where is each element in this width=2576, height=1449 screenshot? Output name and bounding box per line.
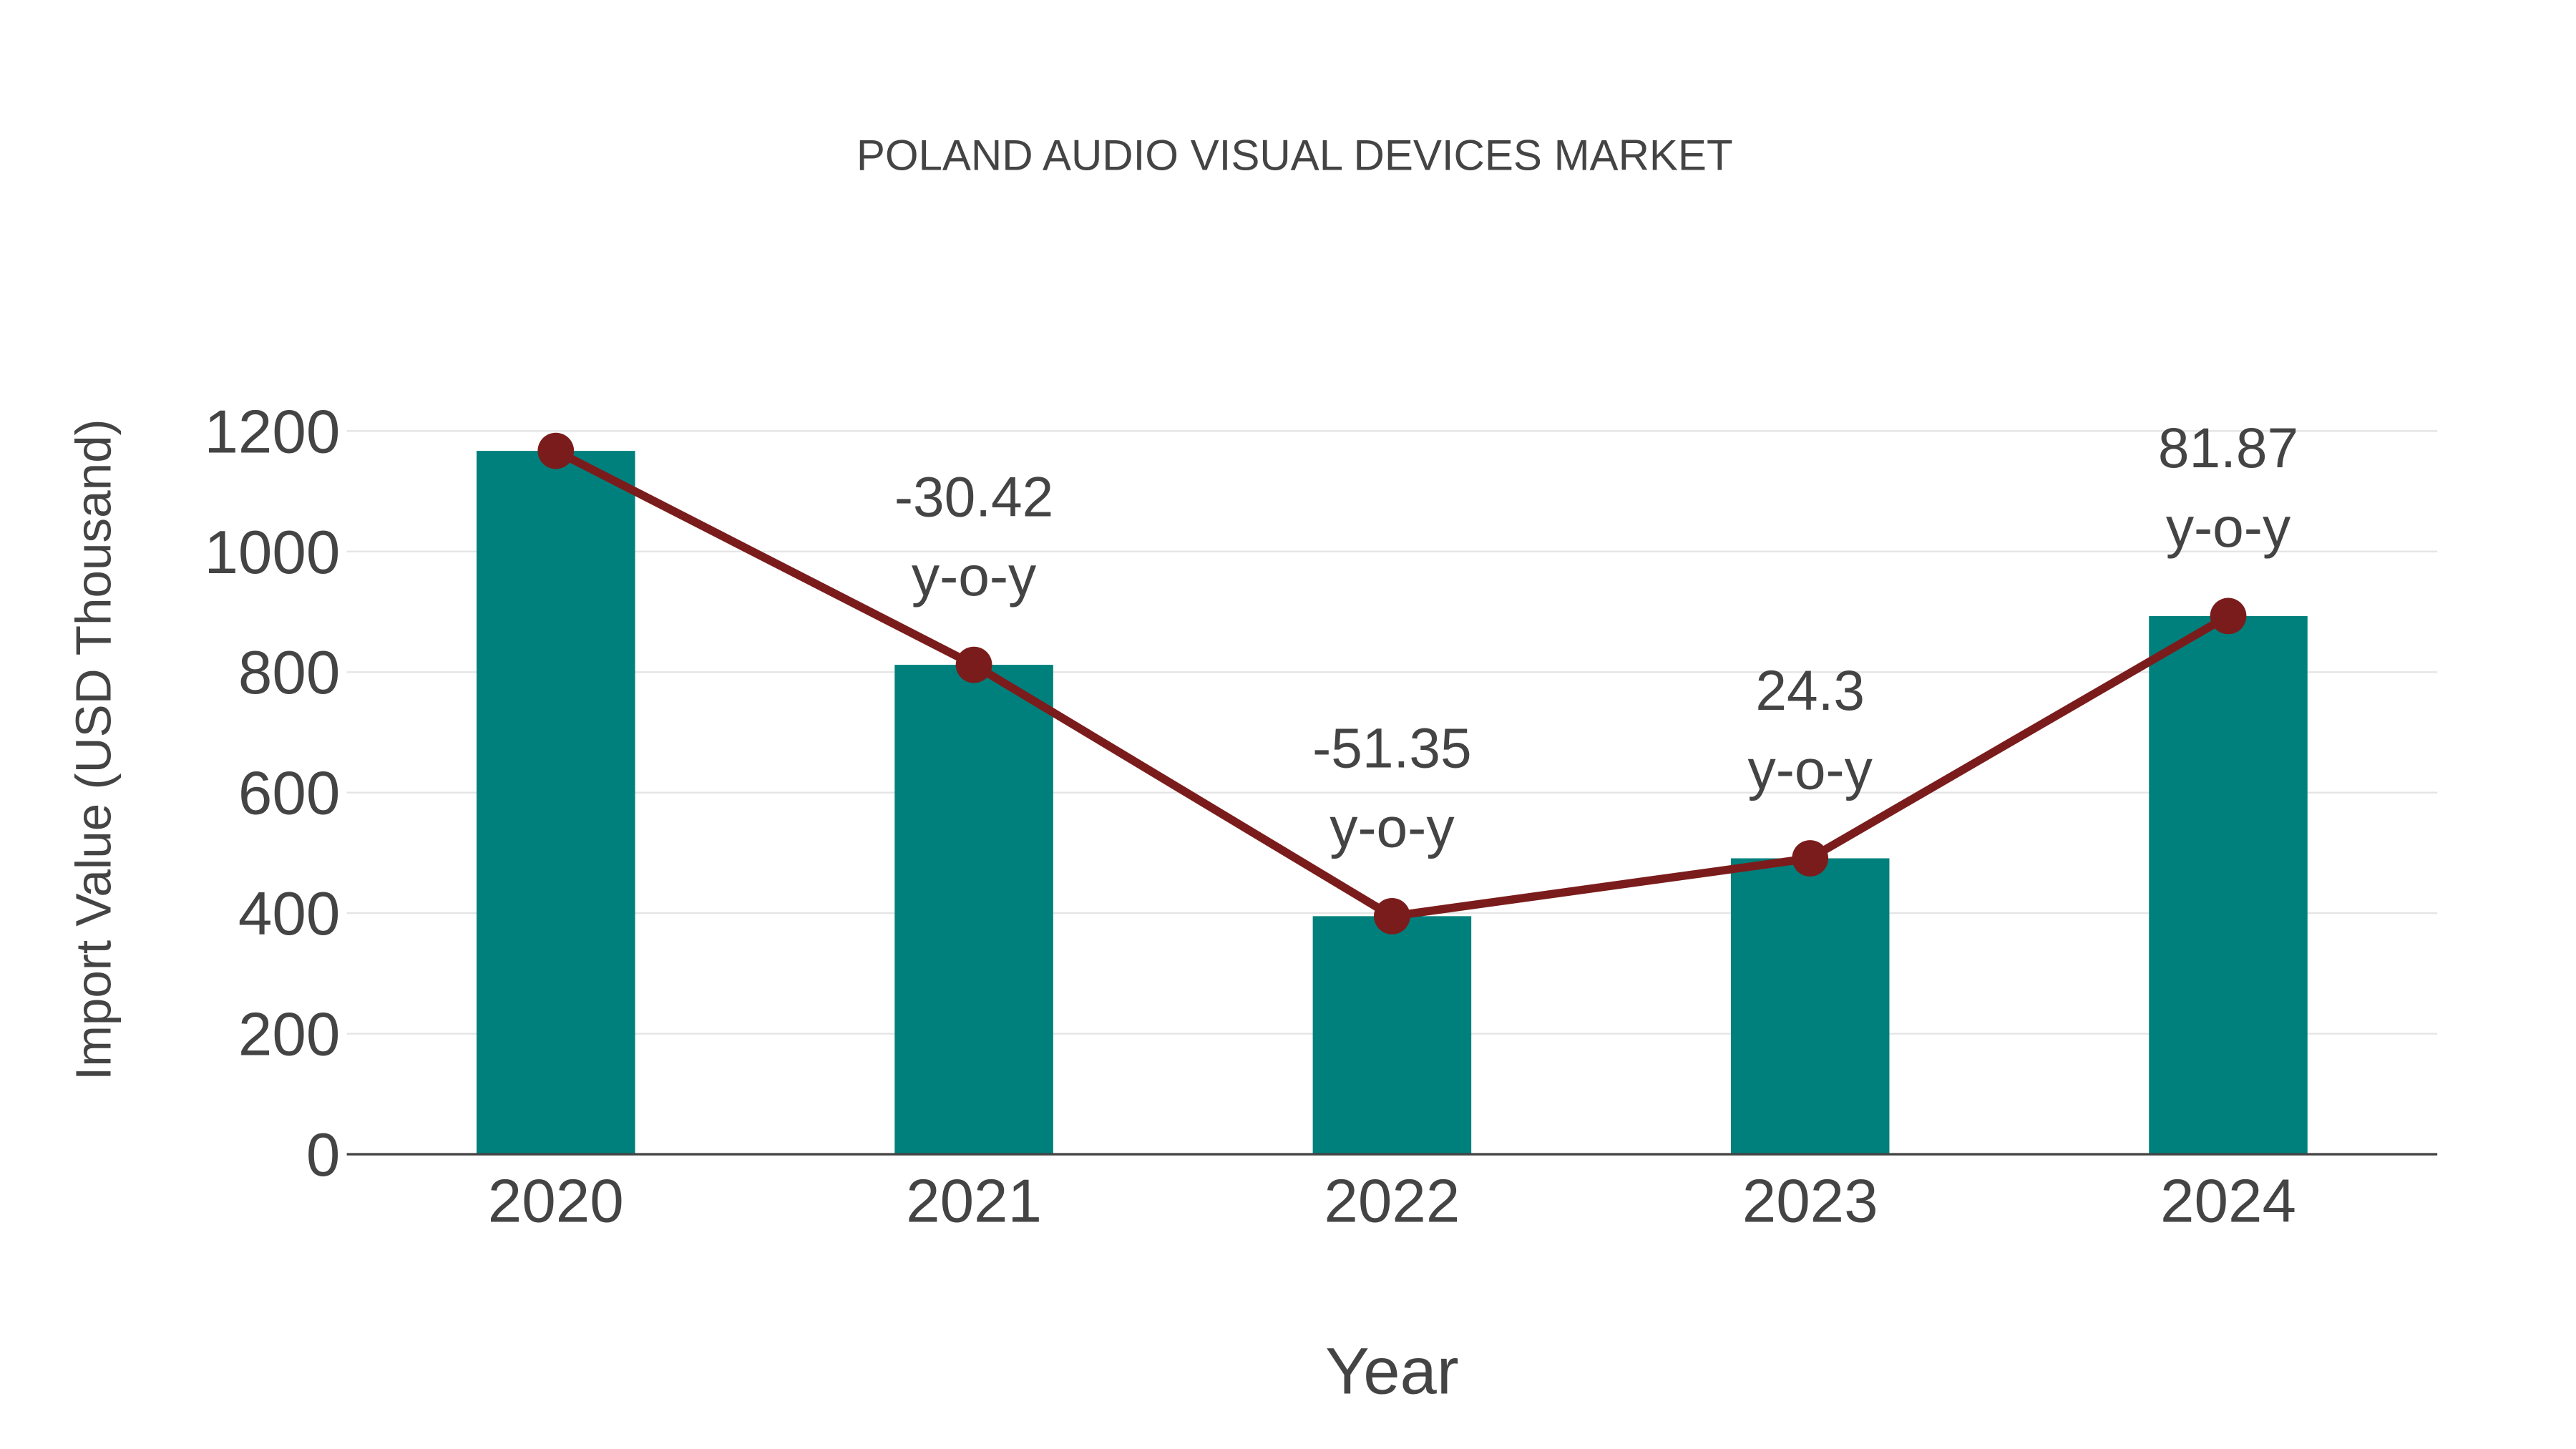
- bar-2023: [1730, 858, 1890, 1155]
- trend-point-2023: [1792, 840, 1829, 877]
- bar-2020: [477, 451, 635, 1155]
- y-tick-label: 1000: [204, 519, 340, 587]
- bars: [477, 451, 2308, 1155]
- x-tick-label: 2022: [1324, 1168, 1460, 1236]
- bar-2024: [2149, 615, 2308, 1155]
- y-tick-label: 200: [238, 1001, 340, 1069]
- yoy-suffix-label: y-o-y: [1330, 796, 1455, 859]
- trend-point-2022: [1374, 897, 1410, 935]
- yoy-value-label: 24.3: [1755, 659, 1865, 722]
- trend-point-2024: [2210, 597, 2247, 635]
- y-tick-label: 800: [238, 639, 340, 707]
- x-axis-label: Year: [1325, 1334, 1458, 1408]
- y-tick-label: 0: [306, 1121, 340, 1189]
- yoy-value-label: 81.87: [2158, 416, 2298, 479]
- annotations: -30.42 y-o-y -51.35 y-o-y 24.3 y-o-y 81.87 y-o-…: [894, 416, 2298, 859]
- yoy-value-label: -30.42: [894, 465, 1053, 528]
- trend-line: [537, 432, 2247, 935]
- x-tick-label: 2024: [2160, 1168, 2296, 1236]
- trend-point-2020: [537, 432, 575, 469]
- x-tick-label: 2021: [906, 1168, 1042, 1236]
- trend-point-2021: [955, 646, 992, 683]
- y-tick-labels: 0 200 400 600 800 1000 1200: [204, 398, 340, 1189]
- chart-title: POLAND AUDIO VISUAL DEVICES MARKET: [857, 132, 1733, 180]
- y-tick-label: 1200: [204, 398, 340, 466]
- gridlines: [346, 430, 2438, 1035]
- x-tick-label: 2023: [1742, 1168, 1878, 1236]
- yoy-suffix-label: y-o-y: [2166, 496, 2291, 559]
- bar-2022: [1312, 916, 1472, 1155]
- yoy-suffix-label: y-o-y: [1748, 738, 1873, 801]
- bar-2021: [894, 665, 1053, 1155]
- y-axis-label: Import Value (USD Thousand): [66, 419, 122, 1080]
- x-tick-labels: 2020 2021 2022 2023 2024: [488, 1168, 2296, 1236]
- yoy-value-label: -51.35: [1312, 717, 1471, 780]
- yoy-suffix-label: y-o-y: [912, 545, 1037, 608]
- y-tick-label: 400: [238, 880, 340, 948]
- y-tick-label: 600: [238, 760, 340, 828]
- x-tick-label: 2020: [488, 1168, 624, 1236]
